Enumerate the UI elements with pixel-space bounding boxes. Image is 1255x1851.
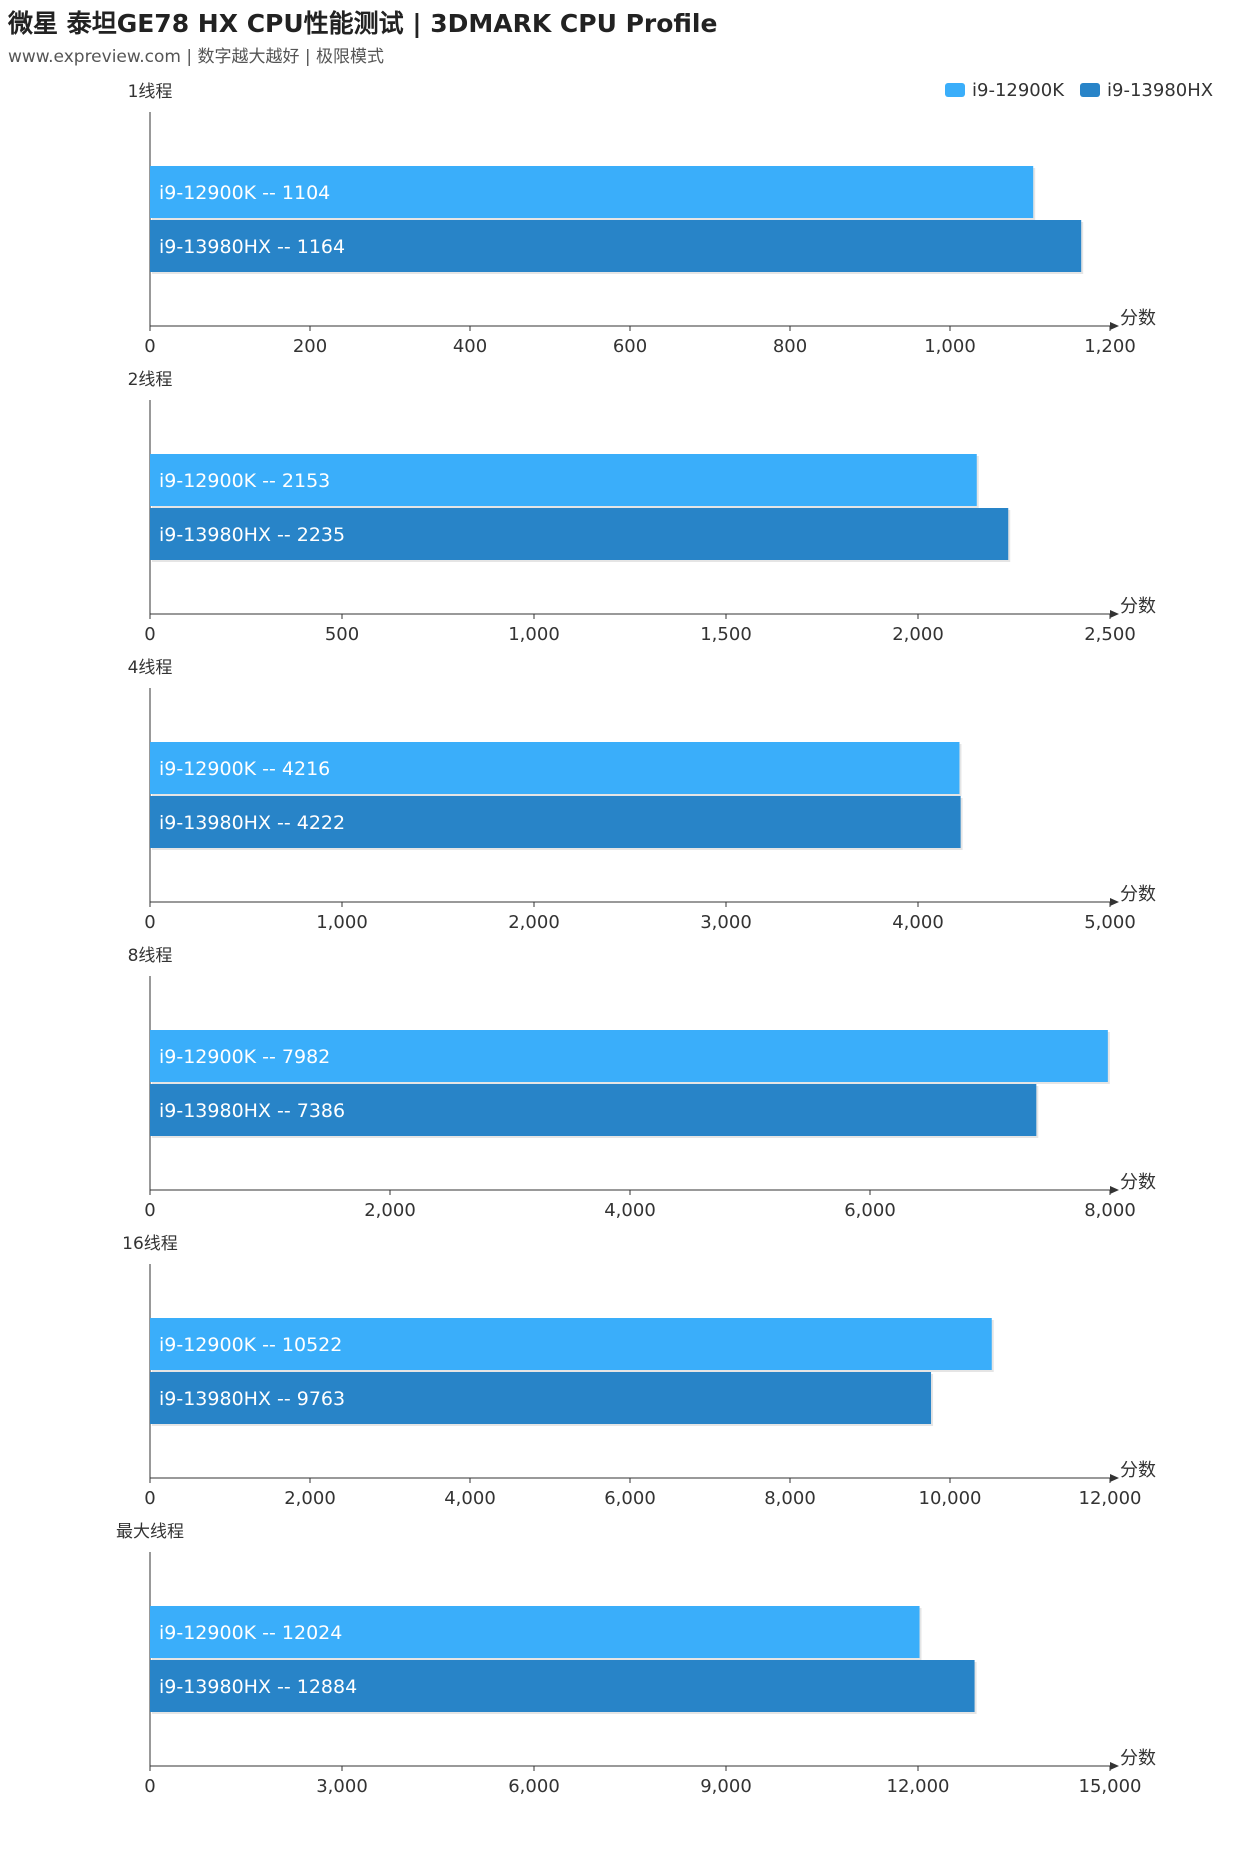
x-tick-label-4-2: 4,000	[444, 1488, 496, 1509]
x-tick-label-5-2: 6,000	[508, 1776, 560, 1797]
x-tick-label-4-6: 12,000	[1079, 1488, 1142, 1509]
x-tick-label-2-5: 5,000	[1084, 912, 1136, 933]
bar-label-3-0: i9-12900K -- 7982	[159, 1046, 330, 1068]
x-tick-label-4-0: 0	[144, 1488, 155, 1509]
x-tick-label-1-1: 500	[325, 624, 359, 645]
bar-0-0	[150, 166, 1034, 218]
bar-label-0-0: i9-12900K -- 1104	[159, 182, 330, 204]
bar-label-2-0: i9-12900K -- 4216	[159, 758, 330, 780]
x-tick-label-4-5: 10,000	[919, 1488, 982, 1509]
x-axis-name-3: 分数	[1120, 1172, 1156, 1193]
chart-title-1: 2线程	[128, 370, 173, 390]
chart-title-3: 8线程	[128, 946, 173, 966]
x-tick-label-2-1: 1,000	[316, 912, 368, 933]
x-axis-arrow-1	[1110, 610, 1119, 618]
bar-label-0-1: i9-13980HX -- 1164	[159, 236, 345, 258]
legend-item-i9-13980hx[interactable]: i9-13980HX	[1080, 80, 1213, 101]
x-axis-arrow-0	[1110, 322, 1119, 330]
x-tick-label-3-3: 6,000	[844, 1200, 896, 1221]
page-subtitle: www.expreview.com | 数字越大越好 | 极限模式	[8, 47, 385, 67]
x-tick-label-3-0: 0	[144, 1200, 155, 1221]
bar-label-5-1: i9-13980HX -- 12884	[159, 1676, 357, 1698]
x-tick-label-0-6: 1,200	[1084, 336, 1136, 357]
x-tick-label-4-3: 6,000	[604, 1488, 656, 1509]
x-tick-label-4-4: 8,000	[764, 1488, 816, 1509]
bar-2-1	[150, 796, 961, 848]
bar-label-5-0: i9-12900K -- 12024	[159, 1622, 342, 1644]
x-tick-label-1-2: 1,000	[508, 624, 560, 645]
x-tick-label-4-1: 2,000	[284, 1488, 336, 1509]
x-tick-label-0-2: 400	[453, 336, 487, 357]
x-tick-label-3-1: 2,000	[364, 1200, 416, 1221]
legend-swatch-i9-12900k	[945, 83, 965, 97]
x-tick-label-0-3: 600	[613, 336, 647, 357]
x-tick-label-0-4: 800	[773, 336, 807, 357]
bar-1-0	[150, 454, 977, 506]
x-tick-label-0-1: 200	[293, 336, 327, 357]
x-tick-label-1-4: 2,000	[892, 624, 944, 645]
x-tick-label-1-5: 2,500	[1084, 624, 1136, 645]
x-axis-name-4: 分数	[1120, 1460, 1156, 1481]
legend-label-i9-13980hx: i9-13980HX	[1107, 79, 1214, 101]
x-tick-label-0-5: 1,000	[924, 336, 976, 357]
legend-swatch-i9-13980hx	[1080, 83, 1101, 97]
page-title: 微星 泰坦GE78 HX CPU性能测试 | 3DMARK CPU Profil…	[8, 9, 718, 38]
bar-label-4-0: i9-12900K -- 10522	[159, 1334, 342, 1356]
x-tick-label-1-3: 1,500	[700, 624, 752, 645]
x-axis-arrow-5	[1110, 1762, 1119, 1770]
bar-label-1-0: i9-12900K -- 2153	[159, 470, 330, 492]
x-tick-label-5-1: 3,000	[316, 1776, 368, 1797]
x-axis-name-2: 分数	[1120, 884, 1156, 905]
x-tick-label-5-0: 0	[144, 1776, 155, 1797]
x-tick-label-5-4: 12,000	[887, 1776, 950, 1797]
bar-2-0	[150, 742, 960, 794]
bar-label-4-1: i9-13980HX -- 9763	[159, 1388, 345, 1410]
x-tick-label-2-3: 3,000	[700, 912, 752, 933]
bar-5-1	[150, 1660, 975, 1712]
legend-item-i9-12900k[interactable]: i9-12900K	[945, 80, 1064, 101]
bar-label-3-1: i9-13980HX -- 7386	[159, 1100, 345, 1122]
x-axis-name-1: 分数	[1120, 596, 1156, 617]
bar-1-1	[150, 508, 1009, 560]
x-tick-label-2-2: 2,000	[508, 912, 560, 933]
bar-4-0	[150, 1318, 992, 1370]
legend-label-i9-12900k: i9-12900K	[972, 79, 1065, 101]
bar-3-0	[150, 1030, 1108, 1082]
chart-title-2: 4线程	[128, 658, 173, 678]
bar-0-1	[150, 220, 1082, 272]
x-tick-label-2-0: 0	[144, 912, 155, 933]
bar-5-0	[150, 1606, 920, 1658]
chart-title-5: 最大线程	[116, 1522, 184, 1542]
x-axis-name-0: 分数	[1120, 308, 1156, 329]
x-tick-label-3-2: 4,000	[604, 1200, 656, 1221]
x-axis-arrow-4	[1110, 1474, 1119, 1482]
bar-4-1	[150, 1372, 932, 1424]
chart-title-0: 1线程	[128, 82, 173, 102]
bar-label-1-1: i9-13980HX -- 2235	[159, 524, 345, 546]
x-tick-label-1-0: 0	[144, 624, 155, 645]
chart-title-4: 16线程	[122, 1234, 178, 1254]
x-axis-arrow-2	[1110, 898, 1119, 906]
x-tick-label-5-3: 9,000	[700, 1776, 752, 1797]
legend: i9-12900K i9-13980HX	[945, 78, 1213, 102]
x-tick-label-0-0: 0	[144, 336, 155, 357]
bar-label-2-1: i9-13980HX -- 4222	[159, 812, 345, 834]
bar-3-1	[150, 1084, 1037, 1136]
x-axis-name-5: 分数	[1120, 1748, 1156, 1769]
x-tick-label-2-4: 4,000	[892, 912, 944, 933]
x-tick-label-3-4: 8,000	[1084, 1200, 1136, 1221]
x-axis-arrow-3	[1110, 1186, 1119, 1194]
x-tick-label-5-5: 15,000	[1079, 1776, 1142, 1797]
